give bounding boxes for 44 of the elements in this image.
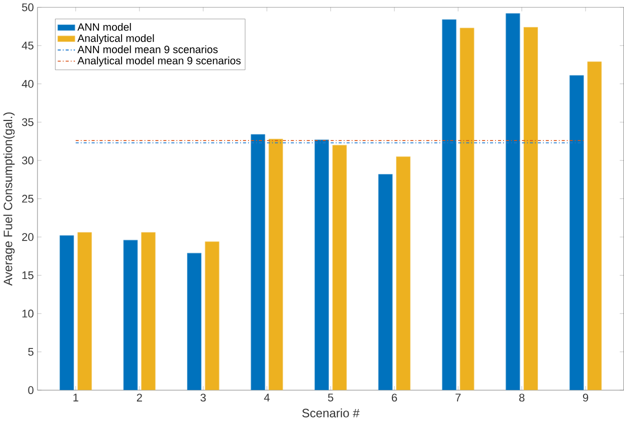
y-tick-label: 45 xyxy=(22,42,34,50)
bar xyxy=(268,138,284,390)
y-tick-label: 35 xyxy=(22,118,34,126)
legend-label: ANN model mean 9 scenarios xyxy=(77,46,218,54)
bar xyxy=(77,232,92,390)
bar xyxy=(60,235,74,390)
y-tick-label: 10 xyxy=(22,310,34,318)
x-tick-label: 9 xyxy=(583,394,588,402)
bar xyxy=(204,242,220,390)
y-tick-label: 5 xyxy=(28,348,34,356)
legend-label: Analytical model mean 9 scenarios xyxy=(77,56,241,67)
bar xyxy=(314,140,329,390)
y-axis-title: Average Fuel Consumption(gal.) xyxy=(3,112,15,286)
x-tick-label: 7 xyxy=(456,394,461,402)
y-tick-label: 25 xyxy=(22,194,34,203)
x-tick-label: 3 xyxy=(200,394,206,402)
bar xyxy=(442,19,456,390)
bar xyxy=(332,145,347,390)
bar xyxy=(141,232,156,390)
y-tick-label: 30 xyxy=(22,156,34,164)
bar xyxy=(506,13,520,390)
y-tick-label: 50 xyxy=(22,4,34,12)
x-tick-label: 4 xyxy=(264,394,270,402)
bar xyxy=(187,253,202,390)
bar xyxy=(524,27,538,390)
x-tick-label: 5 xyxy=(328,394,334,402)
x-tick-label: 2 xyxy=(136,394,142,402)
y-tick-label: 15 xyxy=(22,272,34,280)
y-tick-label: 40 xyxy=(22,80,34,88)
bar xyxy=(460,28,474,390)
bar xyxy=(123,240,138,390)
bar xyxy=(569,75,584,390)
bar xyxy=(378,174,393,390)
y-tick-label: 0 xyxy=(28,386,34,394)
bar xyxy=(250,134,266,390)
bar xyxy=(587,62,602,390)
x-tick-label: 8 xyxy=(519,394,524,402)
bar xyxy=(396,156,411,390)
legend-label: Analytical model xyxy=(77,34,154,44)
x-tick-label: 1 xyxy=(73,394,78,402)
x-axis-title: Scenario # xyxy=(302,408,360,418)
legend-label: ANN model xyxy=(77,23,131,31)
x-tick-label: 6 xyxy=(392,394,397,402)
y-tick-label: 20 xyxy=(22,233,34,242)
